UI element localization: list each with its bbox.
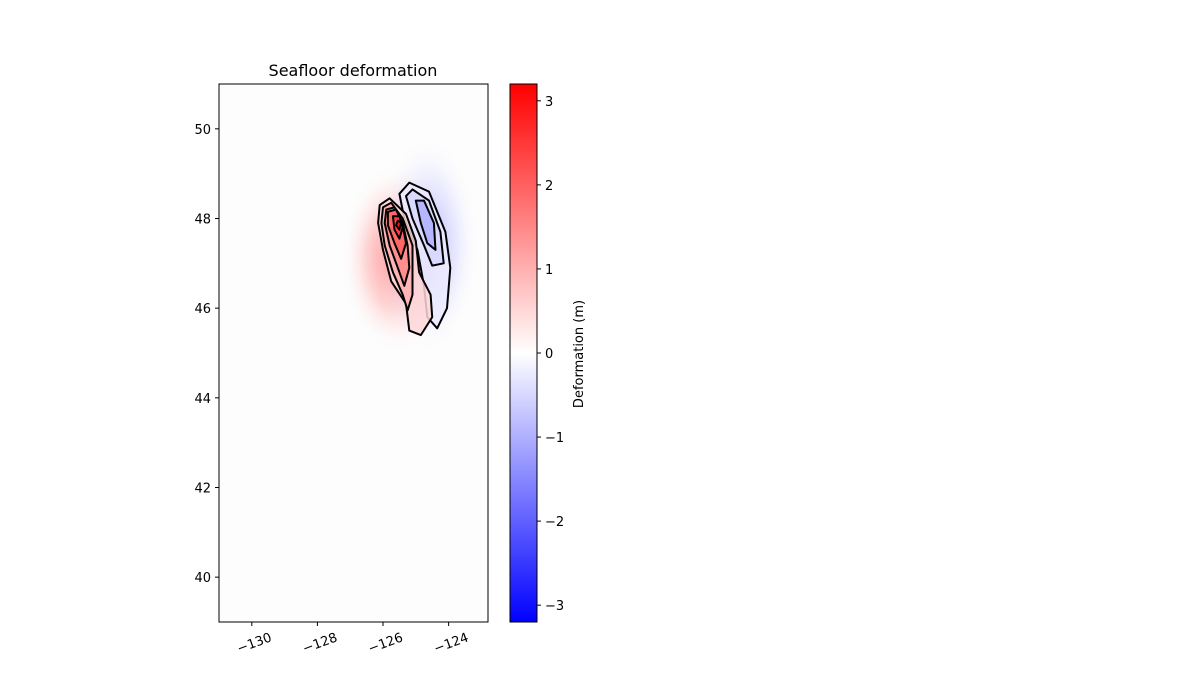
colorbar-tick-label: −1	[545, 431, 564, 446]
y-tick-label: 50	[194, 123, 211, 138]
colorbar-tick-label: 2	[545, 179, 553, 194]
colorbar-tick-label: 3	[545, 95, 553, 110]
plot-frame	[218, 83, 489, 623]
contour-lines	[377, 181, 452, 337]
colorbar-ticks: −3 −2 −1 0 1 2 3	[537, 95, 564, 614]
plot-area	[219, 84, 488, 622]
colorbar-label: Deformation (m)	[572, 300, 587, 408]
x-tick-label: −128	[301, 631, 340, 657]
colorbar-tick-label: −3	[545, 599, 564, 614]
x-axis: −130 −128 −126 −124	[235, 622, 471, 657]
colorbar-tick-label: 0	[545, 347, 553, 362]
y-axis: 40 42 44 46 48 50	[194, 123, 219, 586]
y-tick-label: 46	[194, 302, 211, 317]
y-tick-label: 48	[194, 213, 211, 228]
uplift-contour	[395, 219, 403, 231]
x-tick-label: −124	[432, 631, 471, 657]
colorbar-tick-label: −2	[545, 515, 564, 530]
y-tick-label: 40	[194, 571, 211, 586]
x-tick-label: −130	[235, 631, 274, 657]
y-tick-label: 44	[194, 392, 211, 407]
colorbar	[509, 83, 538, 623]
subsidence-contour	[414, 199, 437, 251]
y-tick-label: 42	[194, 482, 211, 497]
colorbar-tick-label: 1	[545, 263, 553, 278]
x-tick-label: −126	[366, 631, 405, 657]
chart-title: Seafloor deformation	[269, 61, 438, 80]
